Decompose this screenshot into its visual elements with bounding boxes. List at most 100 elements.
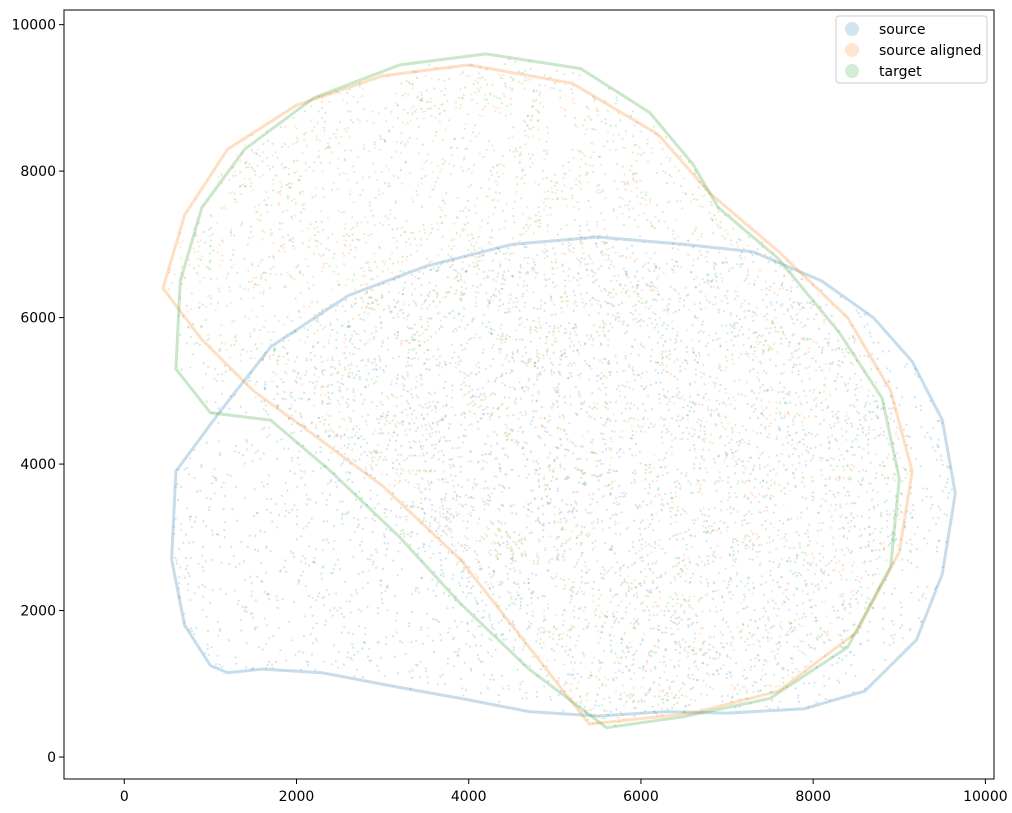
data-point	[605, 508, 608, 511]
data-point	[658, 316, 661, 320]
data-point	[428, 195, 432, 198]
data-point	[352, 201, 355, 204]
data-point	[683, 554, 686, 557]
data-point	[297, 372, 300, 376]
data-point	[679, 339, 683, 342]
data-point	[875, 557, 878, 561]
data-point	[479, 660, 482, 663]
data-point	[449, 458, 452, 461]
data-point	[674, 310, 677, 313]
data-point	[487, 494, 490, 497]
data-point	[799, 640, 802, 643]
data-point	[346, 178, 349, 181]
data-point	[712, 560, 715, 563]
data-point	[947, 496, 950, 499]
data-point	[780, 576, 783, 579]
data-point	[552, 351, 555, 354]
data-point	[230, 191, 234, 194]
data-point	[572, 349, 575, 352]
data-point	[337, 359, 340, 363]
data-point	[936, 445, 939, 448]
data-point	[351, 372, 354, 375]
data-point	[563, 351, 566, 354]
data-point	[812, 454, 815, 457]
data-point	[453, 465, 456, 468]
data-point	[815, 563, 818, 567]
data-point	[587, 338, 590, 341]
data-point	[214, 663, 218, 666]
data-point	[556, 490, 559, 493]
data-point	[295, 376, 299, 379]
data-point	[818, 552, 822, 555]
data-point	[732, 558, 735, 562]
data-point	[615, 676, 618, 679]
data-point	[590, 303, 593, 306]
data-point	[617, 621, 620, 624]
data-point	[614, 512, 617, 516]
data-point	[609, 701, 612, 704]
data-point	[713, 590, 717, 593]
data-point	[601, 520, 604, 523]
data-point	[366, 221, 369, 224]
data-point	[476, 610, 479, 613]
data-point	[781, 287, 784, 290]
data-point	[253, 330, 256, 333]
data-point	[604, 494, 607, 497]
data-point	[567, 376, 570, 379]
data-point	[791, 279, 795, 282]
data-point	[604, 485, 607, 488]
data-point	[687, 293, 690, 296]
data-point	[440, 569, 443, 572]
data-point	[846, 450, 849, 453]
data-point	[703, 563, 707, 566]
data-point	[845, 547, 848, 550]
data-point	[543, 278, 546, 281]
data-point	[947, 466, 950, 469]
data-point	[729, 403, 733, 406]
data-point	[793, 629, 796, 632]
data-point	[569, 594, 572, 597]
data-point	[424, 667, 427, 670]
data-point	[895, 537, 898, 541]
data-point	[494, 106, 498, 109]
data-point	[581, 297, 584, 300]
data-point	[640, 384, 643, 388]
data-point	[454, 414, 457, 417]
data-point	[263, 400, 266, 403]
data-point	[404, 653, 407, 656]
data-point	[460, 577, 464, 580]
data-point	[539, 373, 542, 376]
data-point	[545, 279, 548, 282]
data-point	[479, 625, 482, 628]
data-point	[600, 343, 603, 346]
data-point	[490, 674, 494, 677]
data-point	[364, 471, 367, 474]
data-point	[413, 276, 417, 279]
data-point	[200, 255, 203, 258]
data-point	[208, 337, 211, 340]
data-point	[607, 294, 610, 297]
data-point	[697, 490, 700, 494]
data-point	[751, 542, 754, 545]
data-point	[673, 666, 676, 669]
data-point	[479, 86, 482, 89]
data-point	[478, 568, 481, 571]
data-point	[649, 463, 652, 466]
data-point	[772, 495, 775, 498]
data-point	[905, 541, 908, 544]
data-point	[781, 303, 784, 306]
data-point	[712, 645, 715, 649]
data-point	[602, 462, 605, 465]
data-point	[364, 386, 367, 389]
data-point	[778, 381, 782, 384]
data-point	[204, 560, 208, 563]
data-point	[542, 513, 545, 516]
data-point	[380, 592, 383, 595]
data-point	[383, 535, 386, 539]
data-point	[591, 438, 594, 441]
data-point	[589, 235, 593, 238]
data-point	[727, 492, 730, 495]
data-point	[259, 291, 262, 294]
data-point	[408, 423, 411, 426]
data-point	[730, 331, 733, 334]
